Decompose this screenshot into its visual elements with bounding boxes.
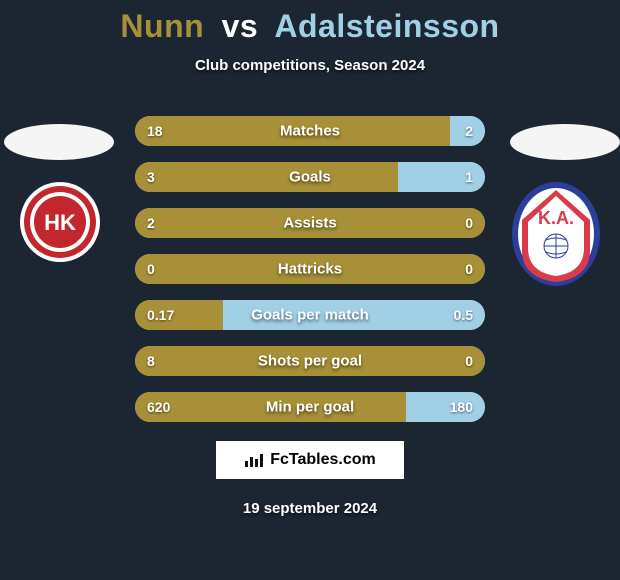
stat-row: 00Hattricks	[135, 254, 485, 284]
stats-column: 182Matches 31Goals 20Assists 00Hattricks 0.1…	[135, 116, 485, 438]
right-oval	[510, 124, 620, 160]
footer-badge[interactable]: FcTables.com	[215, 440, 405, 480]
stat-row: 0.170.5Goals per match	[135, 300, 485, 330]
stat-label: Hattricks	[135, 261, 485, 278]
headline: Nunn vs Adalsteinsson	[0, 0, 620, 45]
svg-text:HK: HK	[44, 210, 76, 235]
stat-row: 31Goals	[135, 162, 485, 192]
svg-text:K.A.: K.A.	[538, 208, 574, 228]
club-badge-left: HK	[18, 180, 102, 269]
chart-icon	[244, 452, 264, 468]
subtitle: Club competitions, Season 2024	[0, 57, 620, 74]
stat-label: Goals	[135, 169, 485, 186]
left-oval	[4, 124, 114, 160]
stat-label: Goals per match	[135, 307, 485, 324]
footer-date: 19 september 2024	[0, 500, 620, 517]
player2-name: Adalsteinsson	[274, 8, 499, 44]
stat-row: 20Assists	[135, 208, 485, 238]
player1-name: Nunn	[120, 8, 204, 44]
stat-label: Min per goal	[135, 399, 485, 416]
stat-label: Assists	[135, 215, 485, 232]
stat-row: 620180Min per goal	[135, 392, 485, 422]
stat-label: Shots per goal	[135, 353, 485, 370]
stat-label: Matches	[135, 123, 485, 140]
comparison-card: Nunn vs Adalsteinsson Club competitions,…	[0, 0, 620, 580]
club-badge-right: K.A.	[510, 180, 602, 293]
ka-badge-icon: K.A.	[510, 180, 602, 288]
footer-site: FcTables.com	[270, 451, 376, 469]
vs-text: vs	[222, 8, 259, 44]
stat-row: 80Shots per goal	[135, 346, 485, 376]
hk-badge-icon: HK	[18, 180, 102, 264]
stat-row: 182Matches	[135, 116, 485, 146]
